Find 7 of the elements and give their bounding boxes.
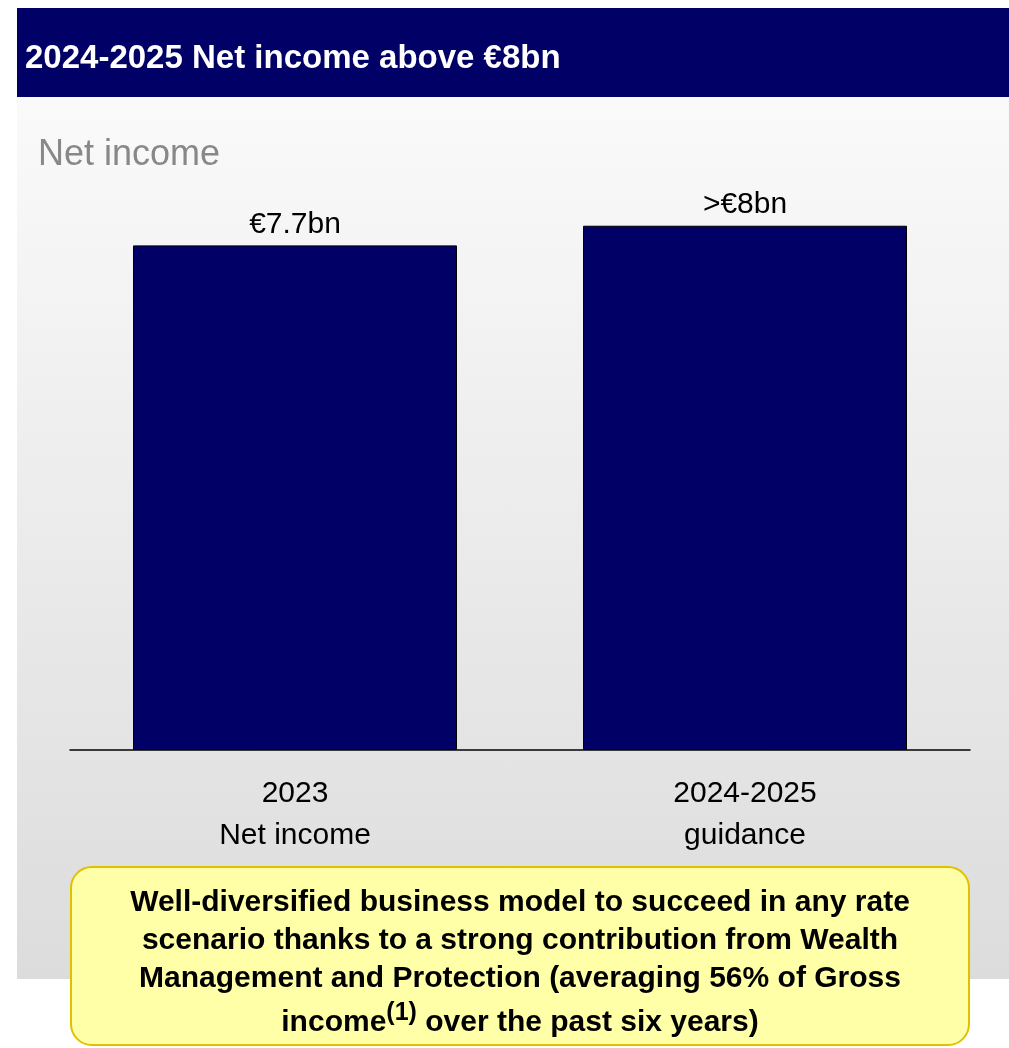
chart-title: 2024-2025 Net income above €8bn: [17, 8, 1009, 97]
chart-subtitle: Net income: [38, 132, 221, 174]
data-label: €7.7bn: [249, 205, 341, 239]
x-tick-label: 2023 Net income: [219, 774, 371, 850]
text: Well-diversified business model to succeed in any rate scenario thanks to a strong contribution from Wealth Management and Protection (averaging 56% of Gross income$^{(1)}$ over the past six years): [70, 866, 970, 1046]
data-label: >€8bn: [702, 186, 788, 220]
x-tick-label: 2024-2025 guidance: [673, 774, 817, 850]
